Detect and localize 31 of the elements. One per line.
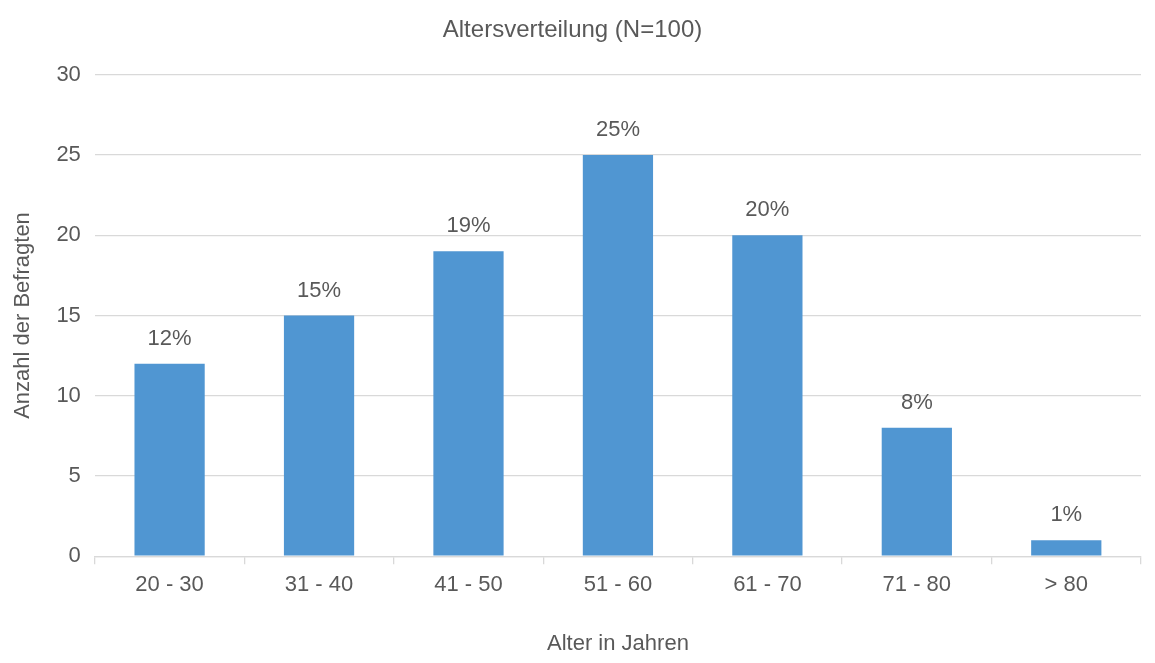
bar bbox=[582, 155, 654, 556]
data-label: 12% bbox=[147, 324, 192, 350]
x-tick-label: > 80 bbox=[1044, 571, 1088, 597]
bar bbox=[732, 235, 803, 556]
x-axis-title: Alter in Jahren bbox=[547, 629, 689, 655]
x-tick-label: 31 - 40 bbox=[284, 571, 354, 597]
y-tick-label: 20 bbox=[56, 221, 81, 247]
data-label: 25% bbox=[595, 116, 640, 142]
y-tick-label: 0 bbox=[68, 542, 81, 568]
bar bbox=[881, 427, 952, 556]
data-label: 15% bbox=[297, 276, 342, 302]
bar bbox=[283, 315, 355, 556]
bar bbox=[1031, 540, 1102, 556]
bar bbox=[134, 363, 205, 556]
x-tick-label: 61 - 70 bbox=[733, 571, 802, 597]
y-tick-label: 5 bbox=[68, 462, 81, 488]
y-tick-label: 10 bbox=[56, 381, 81, 407]
x-tick-label: 20 - 30 bbox=[135, 571, 204, 597]
y-axis-title: Anzahl der Befragten bbox=[9, 212, 35, 419]
y-tick-label: 30 bbox=[56, 60, 81, 86]
chart-title: Altersverteilung (N=100) bbox=[442, 15, 703, 43]
x-tick-label: 41 - 50 bbox=[434, 571, 503, 597]
data-label: 20% bbox=[745, 196, 790, 222]
data-label: 8% bbox=[900, 388, 933, 414]
y-tick-label: 15 bbox=[56, 301, 81, 327]
bar bbox=[433, 251, 504, 556]
x-tick-label: 71 - 80 bbox=[882, 571, 952, 597]
data-label: 1% bbox=[1050, 501, 1083, 527]
y-tick-label: 25 bbox=[56, 141, 81, 167]
x-tick-label: 51 - 60 bbox=[583, 571, 653, 597]
data-label: 19% bbox=[446, 212, 491, 238]
